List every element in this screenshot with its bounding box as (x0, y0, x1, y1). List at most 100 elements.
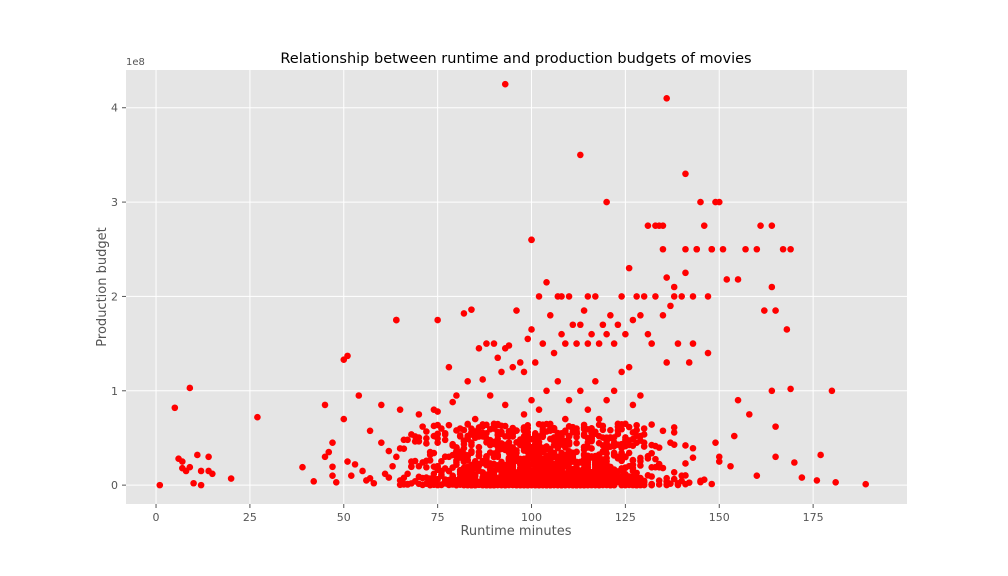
data-point (610, 434, 618, 441)
data-point (209, 470, 216, 478)
data-point (539, 444, 547, 452)
data-point (640, 293, 648, 300)
data-point (531, 431, 539, 439)
data-point (708, 480, 716, 488)
data-point (584, 340, 592, 347)
data-point (610, 340, 618, 347)
data-point (513, 481, 520, 489)
data-point (670, 475, 678, 483)
data-point (423, 457, 430, 465)
data-point (562, 460, 569, 468)
data-point (329, 439, 336, 446)
data-point (423, 428, 430, 435)
data-point (550, 434, 558, 442)
data-point (791, 459, 798, 466)
data-point (761, 307, 768, 314)
data-point (682, 472, 689, 479)
data-point (670, 293, 678, 300)
data-point (562, 340, 569, 347)
data-point (378, 439, 385, 446)
data-point (359, 467, 366, 475)
data-point (438, 471, 445, 479)
data-point (734, 396, 742, 404)
data-point (757, 222, 764, 229)
data-point (550, 425, 558, 433)
data-points (156, 80, 869, 489)
data-point (475, 452, 483, 459)
data-point (659, 245, 667, 253)
data-point (325, 448, 333, 456)
data-point (475, 443, 483, 451)
data-point (423, 464, 430, 471)
data-point (509, 363, 517, 371)
data-point (592, 293, 599, 300)
data-point (524, 441, 532, 449)
x-tick-label: 175 (803, 511, 824, 524)
data-point (652, 222, 659, 229)
data-point (618, 442, 625, 450)
data-point (539, 429, 547, 436)
data-point (663, 359, 670, 366)
data-point (659, 222, 667, 229)
data-point (715, 198, 723, 206)
data-point (490, 340, 498, 347)
x-tick-label: 0 (153, 511, 160, 524)
data-point (592, 480, 599, 488)
data-point (592, 453, 599, 461)
data-point (817, 451, 824, 459)
data-point (573, 439, 580, 447)
data-point (828, 387, 836, 395)
data-point (730, 432, 738, 440)
data-point (633, 421, 640, 429)
data-point (494, 431, 502, 439)
data-point (419, 474, 426, 482)
data-point (434, 462, 441, 470)
data-point (483, 458, 490, 466)
data-point (531, 471, 539, 479)
data-point (659, 427, 667, 435)
data-point (445, 363, 453, 371)
data-point (595, 439, 603, 447)
data-point (310, 478, 318, 485)
data-point (723, 276, 731, 283)
data-point (524, 335, 532, 343)
data-point (610, 387, 618, 395)
data-point (501, 401, 509, 409)
data-point (637, 312, 644, 319)
data-point (663, 274, 670, 281)
data-point (441, 465, 449, 472)
data-point (554, 378, 562, 385)
data-point (471, 472, 479, 480)
data-point (577, 387, 584, 395)
data-point (528, 326, 535, 333)
data-point (625, 441, 633, 449)
data-point (712, 439, 719, 446)
data-point (663, 474, 670, 482)
data-point (727, 462, 734, 470)
data-point (607, 463, 614, 471)
data-point (486, 436, 494, 444)
data-point (535, 462, 543, 469)
data-point (468, 449, 475, 457)
data-point (577, 151, 584, 159)
data-point (558, 330, 565, 338)
data-point (715, 453, 723, 461)
data-point (655, 444, 663, 451)
data-point (528, 451, 535, 458)
data-point (468, 480, 475, 487)
data-point (610, 450, 618, 458)
data-point (565, 432, 573, 440)
data-point (682, 245, 689, 253)
data-point (753, 245, 761, 253)
data-point (434, 475, 441, 483)
data-point (637, 392, 644, 399)
data-point (501, 467, 509, 475)
data-point (768, 283, 776, 291)
data-point (329, 472, 336, 480)
x-tick-label: 100 (521, 511, 542, 524)
data-point (633, 426, 640, 434)
data-point (543, 278, 550, 286)
data-point (430, 406, 438, 413)
data-point (486, 392, 494, 399)
data-point (580, 446, 588, 454)
